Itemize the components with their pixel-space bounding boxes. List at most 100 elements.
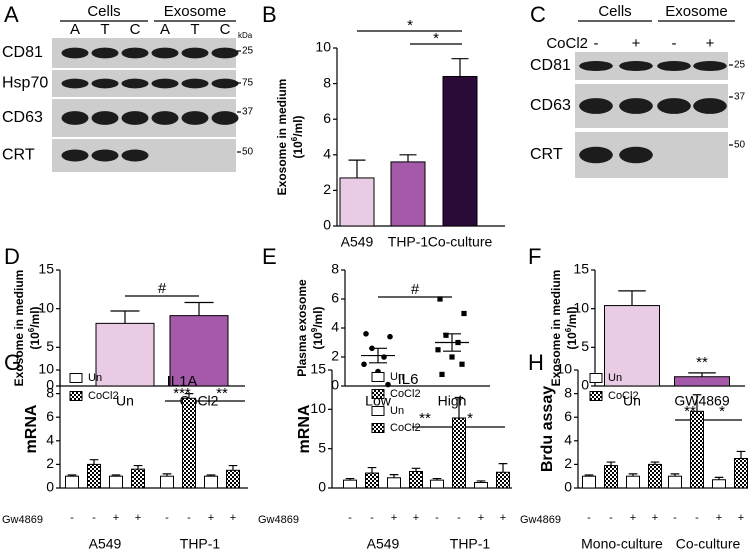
y-axis-label: Exosome in medium xyxy=(275,79,289,196)
significance-label: ** xyxy=(696,354,708,371)
y-tick-label: 5 xyxy=(581,338,589,354)
treatment-value: - xyxy=(609,512,613,524)
band xyxy=(181,78,209,89)
error-bar xyxy=(443,333,461,352)
treatment-value: - xyxy=(370,512,374,524)
y-tick-label: 6 xyxy=(46,408,54,424)
error-bar xyxy=(454,396,464,418)
bar xyxy=(160,475,174,489)
error-bar xyxy=(89,459,99,465)
significance-label: # xyxy=(158,280,167,297)
band xyxy=(121,78,149,89)
treatment-value: - xyxy=(348,512,352,524)
bar xyxy=(409,470,423,489)
error-bar xyxy=(367,466,377,474)
point xyxy=(443,332,449,338)
error-bar xyxy=(206,474,216,477)
x-tick-label: A549 xyxy=(367,536,400,552)
panel-letter: E xyxy=(262,244,277,269)
error-bar xyxy=(411,467,421,472)
legend-swatch xyxy=(69,391,83,401)
treatment-value: - xyxy=(587,512,591,524)
y-axis-label: Exosome in medium xyxy=(549,270,563,387)
x-tick-label: GW4869 xyxy=(674,393,729,409)
y-tick-label: 8 xyxy=(564,384,572,400)
error-bar xyxy=(228,464,238,471)
legend-label: CoCl2 xyxy=(390,388,421,400)
bar xyxy=(690,410,704,489)
lane-label: C xyxy=(220,21,231,38)
treatment-value: + xyxy=(500,512,506,524)
lane-group-label: Exosome xyxy=(665,3,728,20)
panel-letter: C xyxy=(530,2,546,27)
y-tick-label: 8 xyxy=(323,74,331,90)
y-tick-label: 0 xyxy=(331,377,339,393)
treatment-value: + xyxy=(630,512,636,524)
bar xyxy=(442,75,478,227)
legend-swatch xyxy=(371,423,385,433)
y-axis-label: Brdu assay xyxy=(539,386,556,472)
point xyxy=(449,354,455,360)
legend-swatch xyxy=(69,373,83,383)
error-bar xyxy=(736,450,746,459)
error-bar xyxy=(345,477,355,481)
bar xyxy=(604,305,660,387)
legend-label: CoCl2 xyxy=(88,390,119,402)
legend-label: Un xyxy=(88,372,102,384)
significance-label: # xyxy=(411,281,420,298)
y-tick-label: 8 xyxy=(46,384,54,400)
row-label: CD63 xyxy=(2,109,43,126)
treatment-value: - xyxy=(70,512,74,524)
unit-part: (10 xyxy=(565,332,579,350)
y-axis-label: mRNA xyxy=(296,404,313,453)
band xyxy=(619,146,653,164)
error-bar xyxy=(111,474,121,477)
error-bar xyxy=(650,461,660,465)
error-bar xyxy=(688,372,716,377)
error-bar xyxy=(628,473,638,477)
marker-label: 50 xyxy=(734,140,746,151)
error-bar xyxy=(606,461,616,466)
error-bar xyxy=(498,463,508,473)
y-tick-label: 0 xyxy=(46,479,54,495)
y-tick-label: 5 xyxy=(318,439,326,455)
lane-label: A xyxy=(160,21,170,38)
y-tick-label: 2 xyxy=(331,348,339,364)
y-tick-label: 15 xyxy=(310,361,326,377)
panel-letter: H xyxy=(528,350,544,375)
y-tick-label: 5 xyxy=(46,338,54,354)
error-bar xyxy=(389,474,399,478)
unit-part: (10 xyxy=(28,332,42,350)
y-tick-label: 6 xyxy=(331,290,339,306)
row-label: CRT xyxy=(2,147,35,164)
row-label: CD63 xyxy=(530,97,571,114)
x-tick-label: Co-culture xyxy=(676,536,741,552)
point xyxy=(435,347,441,353)
band xyxy=(151,47,179,59)
unit-part: 9 xyxy=(310,327,319,332)
unit-part: /ml) xyxy=(565,306,579,327)
band xyxy=(151,78,179,89)
y-tick-label: 15 xyxy=(38,261,54,277)
treatment-value: + xyxy=(478,512,484,524)
bar xyxy=(734,458,748,489)
y-tick-label: 0 xyxy=(323,217,331,233)
band xyxy=(121,47,149,59)
lane-label: T xyxy=(100,21,109,38)
error-bar xyxy=(451,58,469,77)
y-axis-label: mRNA xyxy=(23,404,40,453)
treatment-value: - xyxy=(435,512,439,524)
legend-swatch xyxy=(371,406,385,416)
row-label: CD81 xyxy=(2,44,43,61)
bar xyxy=(604,465,618,489)
y-tick-label: 2 xyxy=(323,181,331,197)
row-label: Hsp70 xyxy=(2,75,48,92)
treatment-value: - xyxy=(695,512,699,524)
row-label: CD81 xyxy=(530,57,571,74)
legend-label: CoCl2 xyxy=(608,390,639,402)
band xyxy=(61,47,89,59)
band xyxy=(91,111,119,125)
bar xyxy=(131,468,145,489)
marker-unit: kDa xyxy=(238,31,253,40)
y-axis-unit: (106/ml) xyxy=(290,115,306,158)
